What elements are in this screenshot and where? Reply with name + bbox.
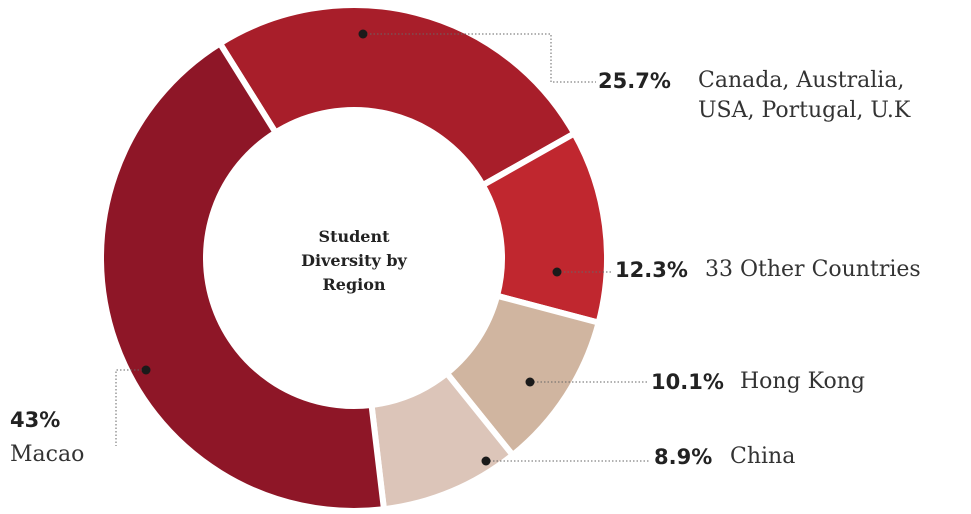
category-label: 33 Other Countries xyxy=(705,257,921,282)
category-label: China xyxy=(730,444,796,469)
donut-segment xyxy=(215,2,579,190)
leader-dot xyxy=(141,365,151,375)
value-label: 43% xyxy=(10,408,61,432)
value-label: 8.9% xyxy=(654,445,713,469)
leader-dot xyxy=(525,377,535,387)
chart-title: Student Diversity by Region xyxy=(301,227,407,294)
value-label: 12.3% xyxy=(615,258,688,282)
category-label: Hong Kong xyxy=(740,369,866,394)
leader-line xyxy=(115,369,146,446)
donut-segment xyxy=(98,39,388,514)
value-label: 25.7% xyxy=(598,69,671,93)
category-label: Macao xyxy=(10,442,85,467)
leader-dot xyxy=(552,267,562,277)
value-label: 10.1% xyxy=(651,370,724,394)
leader-dot xyxy=(481,456,491,466)
category-label: Canada, Australia, USA, Portugal, U.K xyxy=(698,68,911,123)
leader-dot xyxy=(358,29,368,39)
